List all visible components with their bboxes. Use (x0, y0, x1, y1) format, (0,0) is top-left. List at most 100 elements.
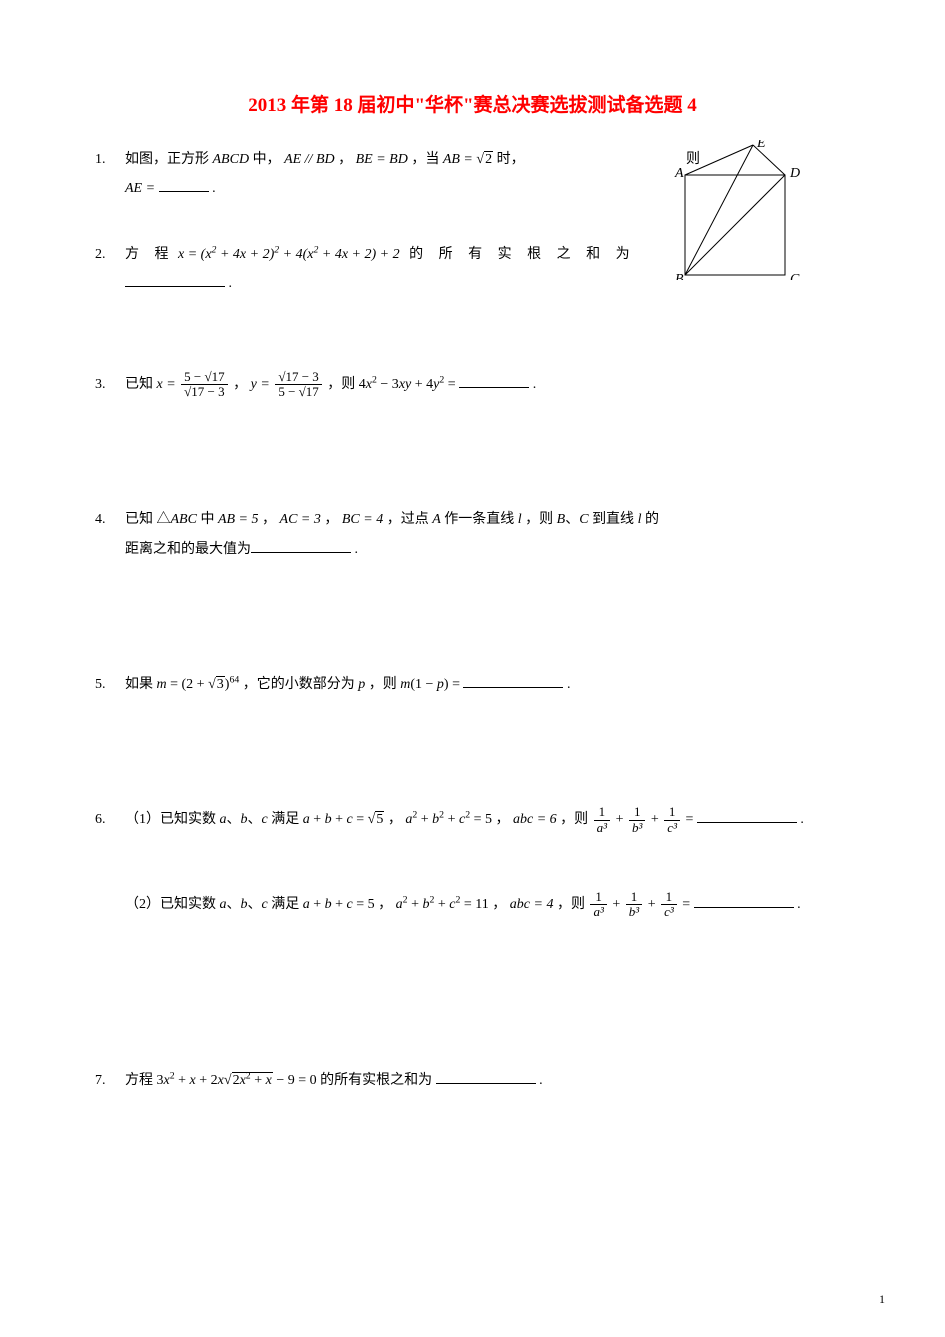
text: ， (378, 897, 396, 912)
text: ，则 (557, 897, 589, 912)
math: A (432, 512, 441, 527)
math-expr: 3x2 + x + 2x2x2 + x − 9 = 0 (157, 1073, 317, 1088)
math: c (262, 897, 268, 912)
text: 到直线 (592, 512, 638, 527)
blank (159, 177, 209, 192)
text: ， (324, 512, 342, 527)
fraction: 1c³ (664, 805, 680, 835)
spacer (125, 835, 850, 890)
math: p (358, 677, 365, 692)
label-B: B (675, 272, 684, 280)
label-A: A (674, 166, 684, 181)
math: ABC (171, 512, 197, 527)
blank (125, 272, 225, 287)
text: 满足 (271, 812, 303, 827)
math: BE = BD (356, 152, 408, 167)
math-expr: a + b + c = 5 (303, 897, 375, 912)
math: c (262, 812, 268, 827)
label-C: C (790, 272, 800, 280)
text: 的所有实根之和为 (320, 1073, 432, 1088)
text: ， (496, 812, 514, 827)
math: l (518, 512, 522, 527)
text: ， (262, 512, 280, 527)
math: a (220, 897, 227, 912)
problem-number: 4. (95, 505, 125, 564)
problem-body: 已知 △ABC 中 AB = 5 ， AC = 3 ， BC = 4 ，过点 A… (125, 505, 850, 564)
text: . (225, 276, 232, 291)
text: 如果 (125, 677, 157, 692)
text: . (351, 542, 358, 557)
problem-number: 6. (95, 805, 125, 919)
text: . (536, 1073, 543, 1088)
text: 、 (248, 897, 262, 912)
text: 的 (645, 512, 659, 527)
math: AB = (443, 152, 477, 167)
figure-square-abcd: A D B C E (670, 140, 820, 280)
text: ，则 (525, 512, 557, 527)
problem-number: 1. (95, 145, 125, 204)
text: = (682, 897, 693, 912)
text: 、 (227, 897, 241, 912)
spacer (95, 315, 850, 370)
math-expr: m = (2 + 3)64 (157, 677, 240, 692)
page: 2013 年第 18 届初中"华杯"赛总决赛选拔测试备选题 4 1. 如图，正方… (0, 0, 945, 1337)
spacer (95, 415, 850, 505)
fraction: 5 − √17 √17 − 3 (181, 370, 227, 400)
math: AC = 3 (280, 512, 321, 527)
text: 的 所 有 实 根 之 和 为 (409, 247, 636, 262)
blank (459, 373, 529, 388)
math: abc = 4 (510, 897, 554, 912)
text: 已知 (125, 377, 157, 392)
text: 时， (497, 152, 525, 167)
text: . (529, 377, 536, 392)
text: ，则 (327, 377, 359, 392)
text: 方程 (125, 1073, 157, 1088)
fraction: 1b³ (629, 805, 645, 835)
text: ， (338, 152, 356, 167)
problem-4: 4. 已知 △ABC 中 AB = 5 ， AC = 3 ， BC = 4 ，过… (95, 505, 850, 564)
fraction: 1b³ (626, 890, 642, 920)
math-expr: a2 + b2 + c2 = 5 (405, 812, 492, 827)
math: BC = 4 (342, 512, 383, 527)
sqrt: 2 (476, 145, 493, 174)
fraction: √17 − 3 5 − √17 (275, 370, 321, 400)
text: . (563, 677, 570, 692)
problem-6: 6. （1）已知实数 a、b、c 满足 a + b + c = 5 ， a2 +… (95, 805, 850, 919)
text: ， (233, 377, 251, 392)
problem-number: 7. (95, 1066, 125, 1095)
math-expr: 4x2 − 3xy + 4y2 = (359, 377, 459, 392)
label-E: E (756, 140, 766, 151)
text: ，过点 (387, 512, 433, 527)
text: ，则 (369, 677, 401, 692)
math: abc = 6 (513, 812, 557, 827)
math: AE // BD (284, 152, 335, 167)
problem-7: 7. 方程 3x2 + x + 2x2x2 + x − 9 = 0 的所有实根之… (95, 1066, 850, 1095)
text: 、 (248, 812, 262, 827)
problem-body: （1）已知实数 a、b、c 满足 a + b + c = 5 ， a2 + b2… (125, 805, 850, 919)
math-equation: x = (x2 + 4x + 2)2 + 4(x2 + 4x + 2) + 2 (178, 247, 400, 262)
text: 中 (200, 512, 218, 527)
text: . (794, 897, 801, 912)
problem-5: 5. 如果 m = (2 + 3)64 ，它的小数部分为 p ，则 m(1 − … (95, 670, 850, 699)
math-expr: m(1 − p) = (400, 677, 463, 692)
fraction: 1a³ (594, 805, 610, 835)
text: ，当 (411, 152, 443, 167)
fraction: 1c³ (661, 890, 677, 920)
text: . (209, 181, 216, 196)
blank (436, 1069, 536, 1084)
math: l (638, 512, 642, 527)
math: a (220, 812, 227, 827)
problem-body: 已知 x = 5 − √17 √17 − 3 ， y = √17 − 3 5 −… (125, 370, 850, 400)
page-title: 2013 年第 18 届初中"华杯"赛总决赛选拔测试备选题 4 (95, 90, 850, 117)
text: 作一条直线 (444, 512, 518, 527)
text: 、 (565, 512, 579, 527)
text: 距离之和的最大值为 (125, 542, 251, 557)
text: ， (492, 897, 510, 912)
text: + (612, 897, 623, 912)
text: + (648, 897, 659, 912)
text: = (685, 812, 696, 827)
math: y = (251, 377, 274, 392)
label-D: D (789, 166, 800, 181)
blank (697, 808, 797, 823)
math: B (557, 512, 566, 527)
